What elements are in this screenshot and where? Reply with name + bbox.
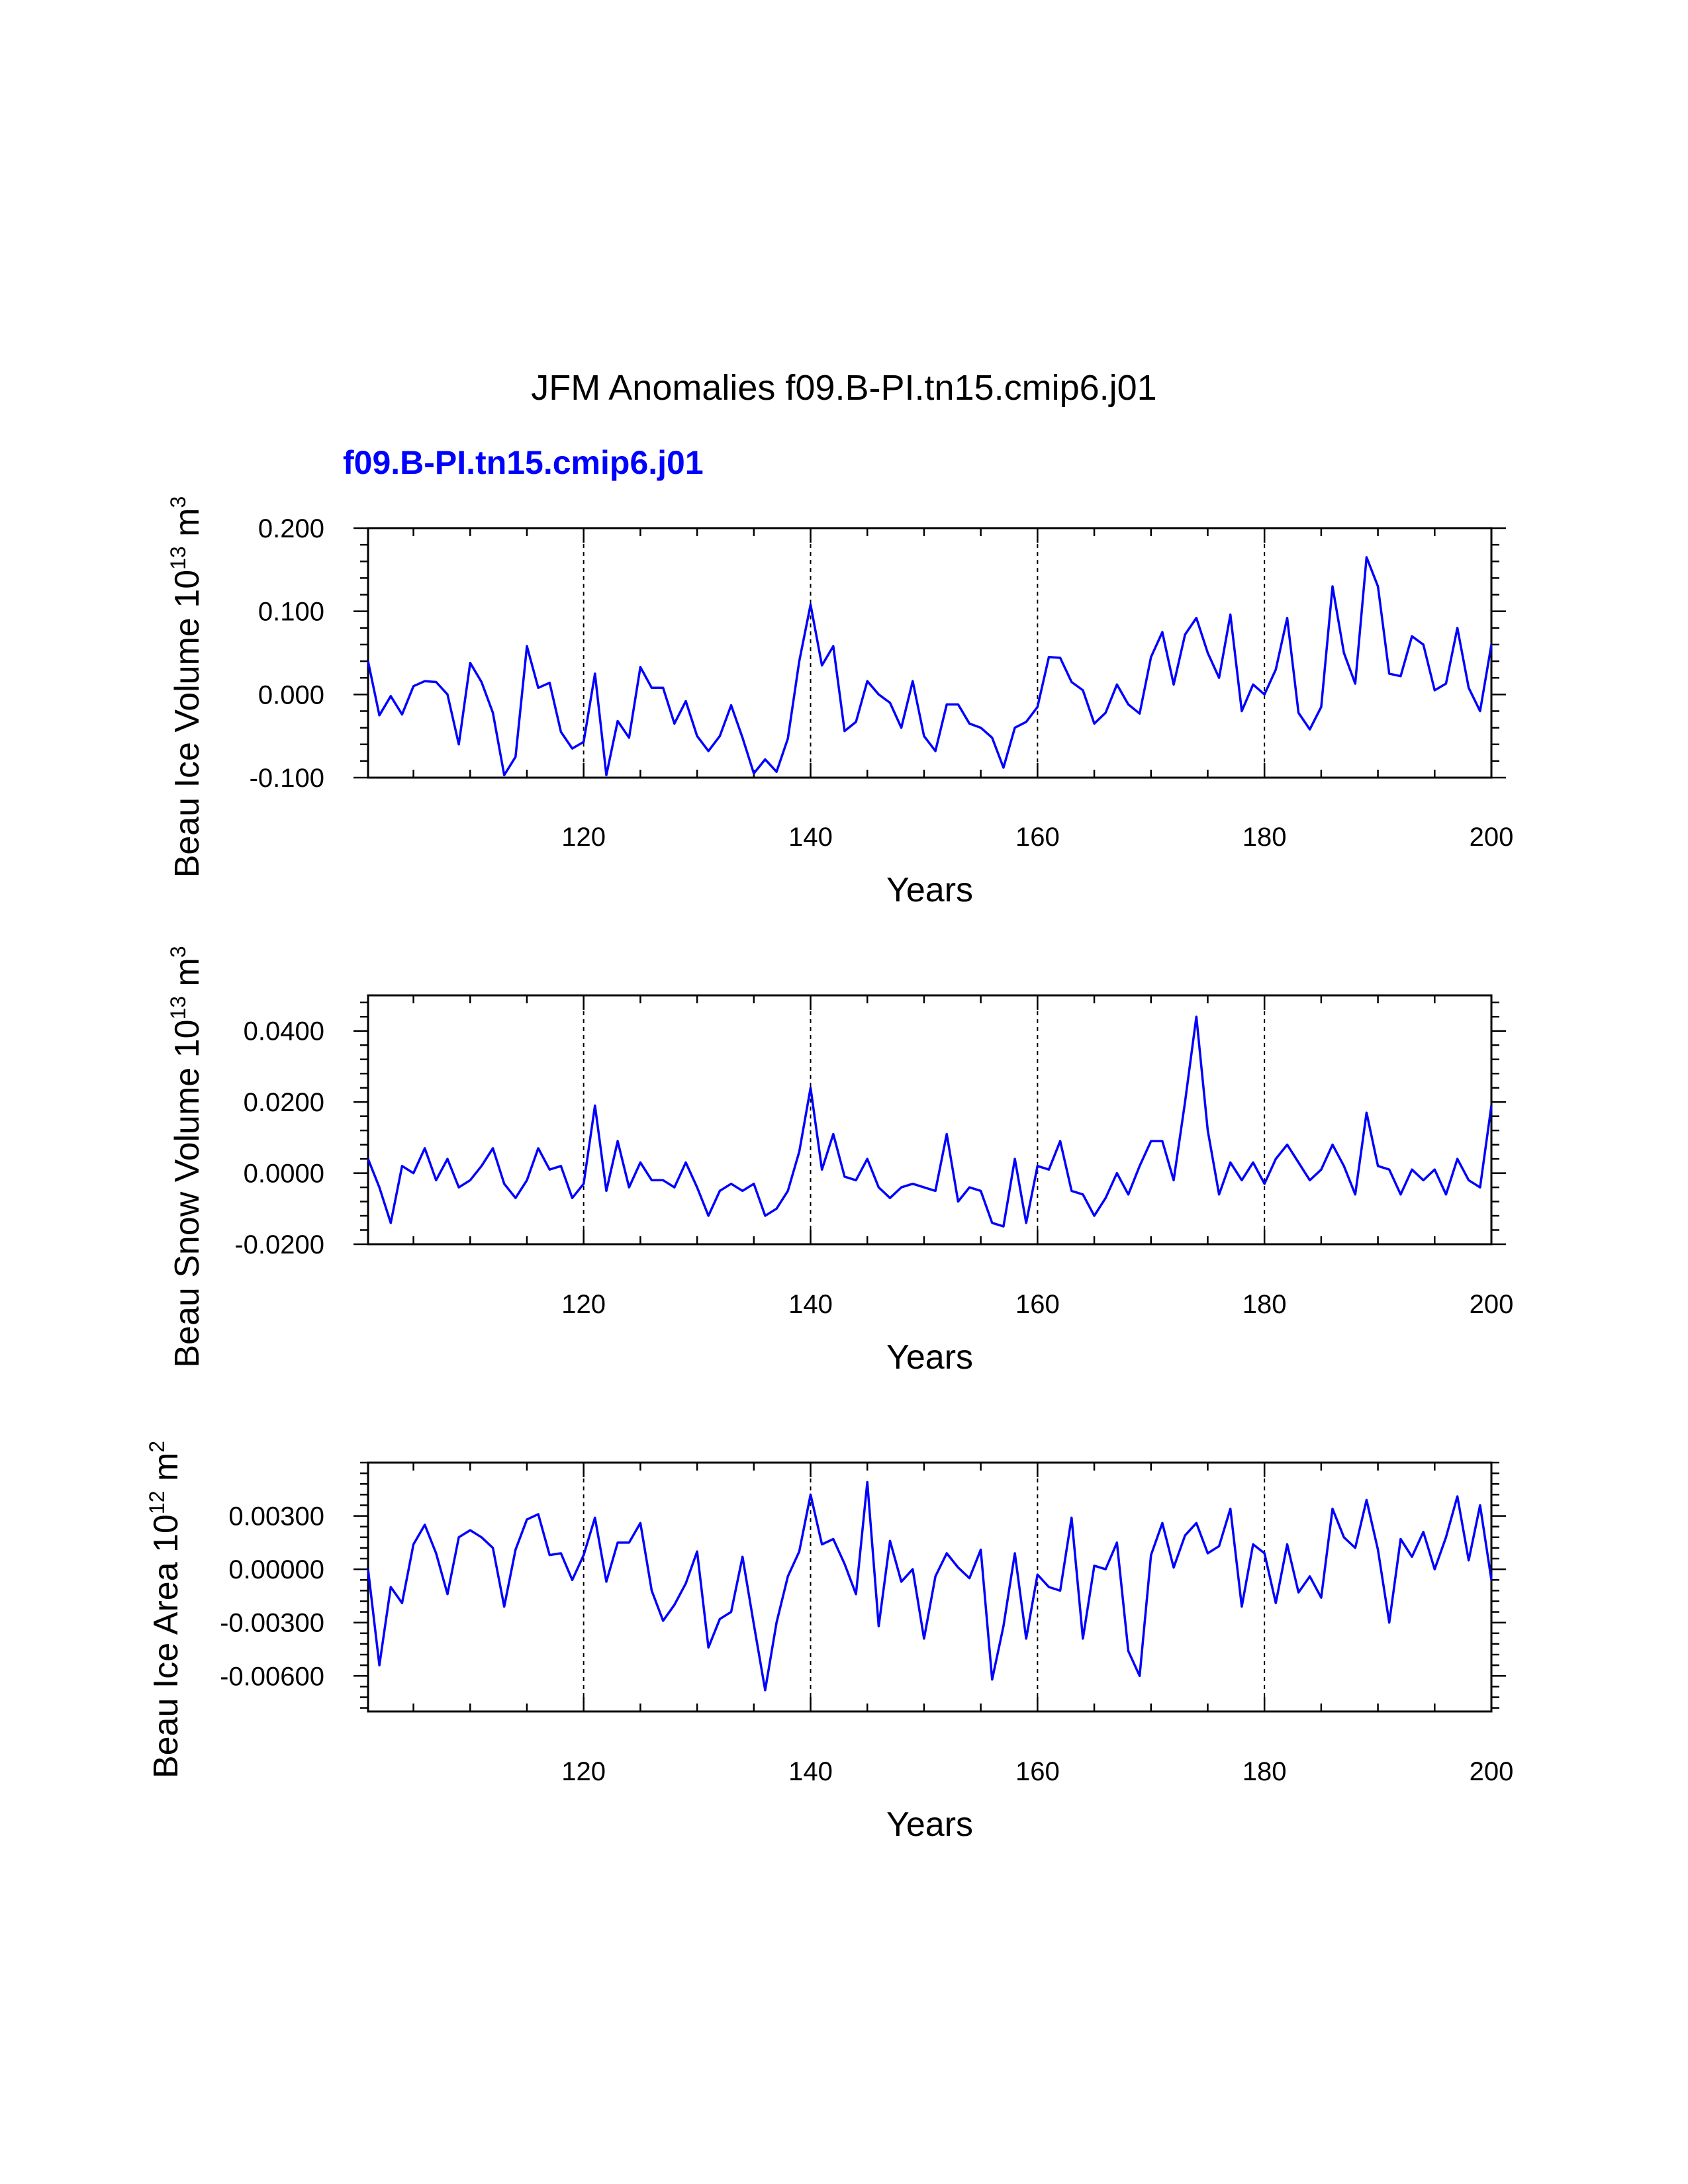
x-axis-label: Years bbox=[886, 871, 973, 909]
y-axis-label-text: m bbox=[147, 1453, 185, 1491]
panel-2: -0.0200 0.0000 0.0200 0.0400 120 140 160 180 200… bbox=[166, 946, 1513, 1377]
x-axis-label: Years bbox=[886, 1338, 973, 1377]
x-tick-label: 160 bbox=[1015, 1290, 1060, 1319]
x-axis-label: Years bbox=[886, 1805, 973, 1844]
y-axis-label-exponent: 13 bbox=[166, 546, 190, 570]
y-tick-label: 0.200 bbox=[258, 514, 324, 543]
y-tick-label: 0.0200 bbox=[244, 1088, 324, 1117]
y-tick-label: 0.100 bbox=[258, 598, 324, 627]
panel-3: -0.00600 -0.00300 0.00000 0.00300 120 140 160 1… bbox=[145, 1441, 1513, 1844]
x-tick-label: 140 bbox=[788, 823, 833, 852]
x-tick-label: 160 bbox=[1015, 1757, 1060, 1786]
x-tick-label: 180 bbox=[1243, 1757, 1287, 1786]
y-axis-label: Beau Snow Volume 1013 m3 bbox=[166, 946, 207, 1367]
y-axis-label: Beau Ice Area 1012 m2 bbox=[145, 1441, 185, 1778]
y-tick-label: 0.0000 bbox=[244, 1160, 324, 1189]
y-axis-label-exponent: 12 bbox=[145, 1491, 169, 1515]
y-axis-label-text: m bbox=[168, 508, 207, 547]
plot-frame bbox=[367, 527, 1493, 779]
y-axis-label-text: Beau Snow Volume 10 bbox=[168, 1020, 207, 1368]
y-tick-label: -0.00600 bbox=[220, 1662, 324, 1691]
y-axis-label-exponent: 13 bbox=[166, 996, 190, 1020]
x-tick-label: 200 bbox=[1470, 823, 1514, 852]
y-tick-label: -0.100 bbox=[250, 764, 324, 793]
y-tick-label: 0.0400 bbox=[244, 1017, 324, 1046]
y-tick-label: -0.00300 bbox=[220, 1609, 324, 1638]
panel-1: -0.100 0.000 0.100 0.200 120 140 160 180 200 Year… bbox=[166, 496, 1513, 909]
y-axis-label-text: Beau Ice Volume 10 bbox=[168, 570, 207, 878]
y-axis-label-exponent: 2 bbox=[145, 1441, 169, 1453]
x-tick-label: 160 bbox=[1015, 823, 1060, 852]
x-tick-label: 140 bbox=[788, 1757, 833, 1786]
y-axis-label-exponent: 3 bbox=[166, 496, 190, 508]
x-tick-label: 180 bbox=[1243, 823, 1287, 852]
y-tick-label: -0.0200 bbox=[234, 1230, 324, 1259]
y-tick-label: 0.00000 bbox=[228, 1555, 324, 1584]
y-axis-label: Beau Ice Volume 1013 m3 bbox=[166, 496, 207, 878]
x-tick-label: 180 bbox=[1243, 1290, 1287, 1319]
chart-title: JFM Anomalies f09.B-PI.tn15.cmip6.j01 bbox=[531, 368, 1156, 408]
plot-frame bbox=[367, 1461, 1493, 1713]
x-tick-label: 200 bbox=[1470, 1757, 1514, 1786]
y-axis-label-exponent: 3 bbox=[166, 946, 190, 958]
series-line bbox=[367, 556, 1493, 776]
y-tick-label: 0.00300 bbox=[228, 1502, 324, 1531]
series-line bbox=[367, 1015, 1493, 1228]
x-tick-label: 140 bbox=[788, 1290, 833, 1319]
x-tick-label: 200 bbox=[1470, 1290, 1514, 1319]
x-tick-label: 120 bbox=[561, 1757, 606, 1786]
x-tick-label: 120 bbox=[561, 1290, 606, 1319]
y-axis-label-text: Beau Ice Area 10 bbox=[147, 1514, 185, 1778]
x-tick-label: 120 bbox=[561, 823, 606, 852]
series-line bbox=[367, 1480, 1493, 1692]
plot-frame bbox=[367, 994, 1493, 1246]
chart-subtitle: f09.B-PI.tn15.cmip6.j01 bbox=[343, 444, 704, 481]
y-tick-label: 0.000 bbox=[258, 680, 324, 709]
y-axis-label-text: m bbox=[168, 958, 207, 996]
panels-container: -0.100 0.000 0.100 0.200 120 140 160 180 200 Year… bbox=[145, 496, 1513, 1844]
